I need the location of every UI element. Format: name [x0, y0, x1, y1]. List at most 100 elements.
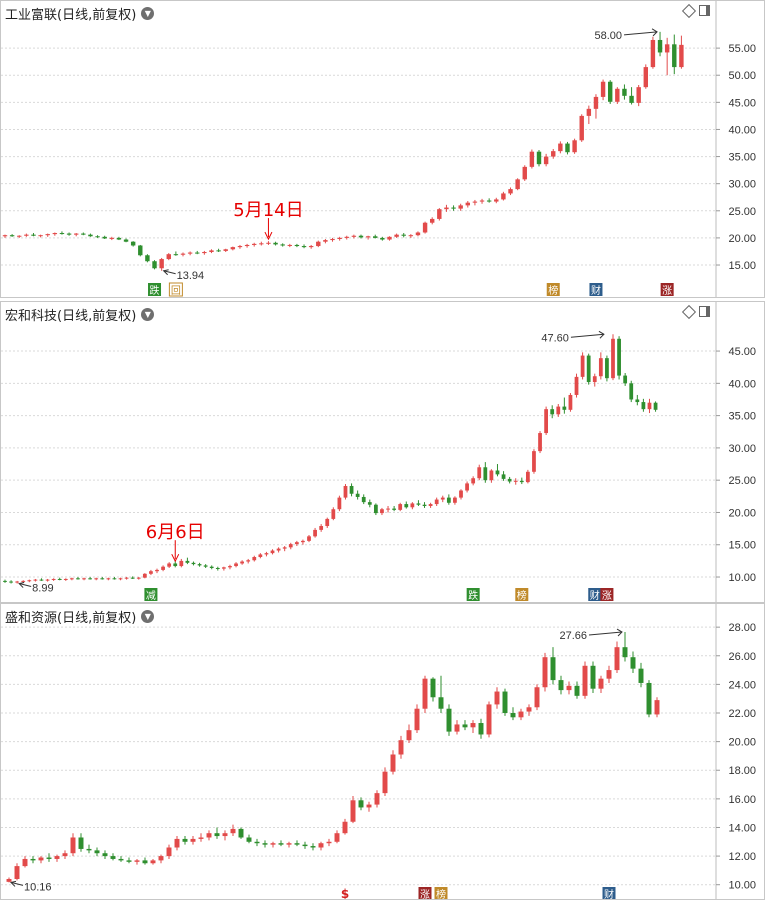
event-marker-label: 涨 [662, 285, 672, 297]
candle [343, 484, 348, 500]
chevron-down-icon[interactable]: ▼ [141, 7, 155, 20]
candle [287, 243, 293, 248]
candle-body [679, 44, 684, 68]
candle-body [565, 143, 570, 153]
candle-body [214, 833, 220, 837]
candle [349, 483, 354, 497]
high-marker-line [588, 631, 623, 636]
candle-body [350, 800, 356, 822]
candle [664, 37, 670, 76]
candle [486, 198, 492, 203]
candle [446, 704, 452, 736]
candle [579, 114, 584, 142]
candle [142, 573, 147, 579]
candle [221, 566, 226, 571]
candle [2, 234, 8, 238]
candle-body [342, 821, 348, 834]
candle [27, 579, 32, 583]
candle-body [470, 723, 476, 728]
pane-title[interactable]: 宏和科技(日线,前复权) ▼ [5, 305, 155, 324]
candle-body [52, 233, 58, 235]
candle [319, 524, 324, 532]
window-toggle-icon[interactable] [699, 306, 710, 317]
candle-body [495, 470, 500, 475]
candle-body [294, 542, 299, 545]
candle-body [54, 856, 60, 859]
candle-body [14, 866, 20, 879]
candle-body [22, 858, 28, 867]
stock-chart-pane-2[interactable]: 10.00 15.00 20.00 25.00 30.00 35.00 40.00 45.00… [0, 301, 765, 603]
chevron-down-icon[interactable]: ▼ [141, 308, 155, 321]
event-marker-label: 回 [171, 285, 181, 297]
candle-body [179, 560, 184, 567]
candle-body [134, 860, 140, 862]
candle-body [215, 567, 220, 569]
candle [166, 253, 171, 261]
candle [401, 233, 406, 238]
candle-body [308, 246, 314, 248]
candle-body [2, 235, 8, 237]
candle-body [483, 467, 488, 481]
chevron-down-icon[interactable]: ▼ [141, 610, 155, 623]
stock-chart-pane-3[interactable]: 10.00 12.00 14.00 16.00 18.00 20.00 22.00 24.00… [0, 603, 765, 900]
candle-body [542, 657, 548, 688]
candle-body [138, 245, 143, 256]
candle-body [414, 708, 420, 731]
candle-body [307, 536, 311, 541]
candle [288, 542, 293, 550]
candle-body [51, 578, 56, 580]
pane-title[interactable]: 工业富联(日线,前复权) ▼ [5, 4, 155, 23]
stock-chart-pane-1[interactable]: 15.00 20.00 25.00 30.00 35.00 40.00 45.00 50.00… [0, 0, 765, 298]
candle-body [374, 793, 380, 805]
candle-body [515, 179, 520, 190]
stock-title: 工业富联(日线,前复权) [5, 8, 137, 23]
candle-body [182, 838, 188, 842]
candle [325, 517, 330, 528]
candle-body [112, 578, 117, 580]
candle-body [355, 493, 360, 497]
candle [459, 489, 463, 500]
y-tick-label: 25.00 [728, 475, 756, 487]
candle [453, 496, 457, 505]
candle [88, 233, 93, 237]
window-toggle-icon[interactable] [699, 5, 710, 16]
candle [45, 578, 50, 582]
candle [51, 578, 56, 581]
candle-body [508, 189, 513, 194]
candle-body [57, 578, 62, 580]
candle-body [465, 483, 469, 491]
candle [679, 35, 684, 69]
candle-body [429, 218, 435, 223]
candle [316, 240, 321, 248]
candle-body [123, 239, 129, 242]
candle [470, 720, 476, 734]
event-marker-label: 涨 [420, 889, 430, 899]
candle-body [605, 358, 609, 379]
candle-body [318, 843, 324, 848]
candle-body [3, 580, 7, 582]
candle-body [598, 358, 603, 377]
candle [532, 449, 536, 474]
y-tick-label: 12.00 [728, 851, 756, 863]
candle-body [550, 409, 555, 415]
candle-body [349, 485, 354, 494]
candle [270, 549, 275, 555]
candlestick-chart: 10.00 12.00 14.00 16.00 18.00 20.00 22.00 24.00… [1, 604, 756, 899]
candle [622, 84, 627, 100]
candle-body [9, 581, 13, 583]
pane-title[interactable]: 盛和资源(日线,前复权) ▼ [5, 607, 155, 626]
candle-body [617, 338, 621, 376]
candle [507, 476, 512, 484]
candle [63, 578, 68, 581]
candle-body [643, 67, 649, 88]
candle [526, 704, 532, 716]
y-tick-label: 15.00 [728, 260, 756, 272]
event-marker-badge [546, 283, 560, 296]
candle-body [526, 707, 532, 712]
candle [465, 201, 471, 208]
candle [593, 94, 599, 119]
candle-body [142, 860, 148, 864]
candle [586, 105, 592, 125]
candle-body [416, 503, 421, 505]
candle-body [451, 207, 456, 209]
